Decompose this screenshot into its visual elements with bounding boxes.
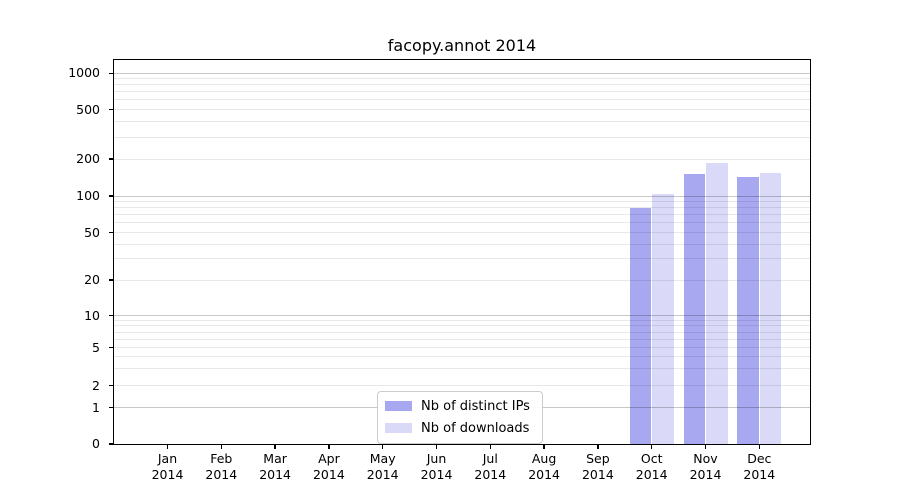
x-tick-label-nov: Nov 2014 [674, 451, 738, 484]
y-tick-500 [108, 108, 114, 111]
y-tick-200 [108, 158, 114, 160]
y-tick-100 [108, 195, 114, 197]
x-tick-year: 2014 [366, 467, 399, 482]
legend-swatch-nb-of-downloads [385, 422, 412, 434]
x-tick-label-jun: Jun 2014 [405, 451, 469, 484]
x-tick-mar [274, 444, 276, 450]
x-tick-year: 2014 [420, 467, 453, 482]
x-tick-year: 2014 [312, 467, 345, 482]
x-tick-year: 2014 [474, 467, 507, 482]
x-tick-month: May [369, 450, 396, 466]
x-tick-label-oct: Oct 2014 [620, 451, 684, 484]
x-tick-label-aug: Aug 2014 [512, 451, 576, 484]
gridline-minor-300 [114, 136, 810, 138]
y-tick-2 [108, 384, 114, 387]
x-tick-month: Jan [157, 450, 178, 466]
y-tick-label-50: 50 [84, 224, 100, 240]
y-tick-0 [108, 443, 114, 445]
x-tick-month: Oct [640, 450, 663, 466]
x-tick-month: Jun [426, 450, 447, 466]
x-tick-jan [166, 444, 169, 450]
x-tick-year: 2014 [581, 467, 614, 482]
legend-swatch-nb-of-distinct-ips [385, 400, 412, 412]
x-tick-month: Apr [318, 450, 340, 466]
x-tick-year: 2014 [635, 467, 668, 482]
y-tick-label-20: 20 [84, 272, 100, 287]
bar-nb-of-downloads-oct [652, 194, 674, 444]
x-tick-label-jul: Jul 2014 [458, 451, 522, 484]
y-tick-label-0: 0 [92, 436, 100, 451]
x-tick-year: 2014 [743, 467, 776, 482]
legend-entry-nb-of-downloads: Nb of downloads [385, 420, 530, 437]
x-tick-month: Sep [586, 450, 610, 466]
y-tick-20 [108, 279, 114, 281]
x-tick-year: 2014 [205, 467, 238, 482]
x-tick-label-mar: Mar 2014 [243, 451, 307, 484]
gridline-minor-700 [114, 91, 810, 93]
y-tick-label-2: 2 [92, 377, 100, 393]
legend-entry-nb-of-distinct-ips: Nb of distinct IPs [385, 398, 530, 415]
gridline-minor-500 [114, 109, 810, 110]
x-tick-month: Aug [531, 450, 557, 466]
y-tick-label-200: 200 [76, 151, 100, 166]
x-tick-jul [489, 444, 491, 450]
x-tick-month: Dec [747, 450, 772, 466]
gridline-major-1000 [114, 72, 810, 74]
x-tick-month: Jul [482, 450, 498, 466]
chart-title: facopy.annot 2014 [387, 36, 537, 55]
x-tick-sep [597, 444, 599, 450]
legend: Nb of distinct IPs Nb of downloads [377, 390, 543, 444]
x-tick-year: 2014 [151, 467, 184, 482]
y-tick-10 [108, 315, 114, 317]
plot-area [113, 58, 811, 445]
x-tick-month: Feb [210, 450, 233, 466]
x-tick-month: Nov [693, 450, 718, 466]
x-tick-aug [543, 444, 545, 450]
y-tick-50 [108, 231, 114, 234]
x-tick-label-feb: Feb 2014 [189, 451, 253, 484]
x-tick-nov [704, 444, 707, 450]
x-tick-year: 2014 [528, 467, 560, 482]
legend-label: Nb of downloads [421, 420, 530, 436]
y-tick-label-1000: 1000 [68, 65, 100, 81]
bar-nb-of-distinct-ips-oct [629, 208, 652, 444]
y-tick-1 [108, 406, 114, 409]
x-tick-label-sep: Sep 2014 [566, 451, 630, 484]
bar-nb-of-distinct-ips-nov [683, 174, 705, 444]
y-tick-label-1: 1 [92, 399, 100, 415]
x-tick-year: 2014 [689, 467, 722, 482]
gridline-minor-600 [114, 99, 810, 101]
gridline-minor-800 [114, 84, 810, 86]
x-tick-jun [435, 444, 438, 450]
bar-nb-of-downloads-nov [706, 163, 728, 444]
x-tick-label-may: May 2014 [351, 451, 415, 484]
bar-nb-of-downloads-dec [759, 172, 782, 444]
gridline-minor-200 [114, 158, 810, 160]
bar-nb-of-distinct-ips-dec [737, 176, 759, 444]
x-tick-label-dec: Dec 2014 [727, 451, 791, 484]
x-tick-may [382, 444, 384, 450]
x-tick-month: Mar [263, 450, 287, 466]
y-tick-label-100: 100 [76, 188, 100, 203]
x-tick-oct [651, 444, 653, 450]
gridline-minor-400 [114, 121, 810, 123]
x-tick-feb [220, 444, 222, 450]
y-tick-label-5: 5 [92, 339, 100, 355]
y-tick-5 [108, 346, 114, 349]
y-tick-label-500: 500 [76, 101, 100, 117]
y-tick-1000 [108, 72, 114, 74]
gridline-minor-900 [114, 78, 810, 80]
legend-label: Nb of distinct IPs [421, 398, 530, 414]
x-tick-dec [758, 444, 760, 450]
x-tick-label-jan: Jan 2014 [136, 451, 200, 484]
x-tick-apr [328, 444, 330, 450]
x-tick-year: 2014 [259, 467, 291, 482]
y-tick-label-10: 10 [84, 307, 100, 323]
x-tick-label-apr: Apr 2014 [297, 451, 361, 484]
